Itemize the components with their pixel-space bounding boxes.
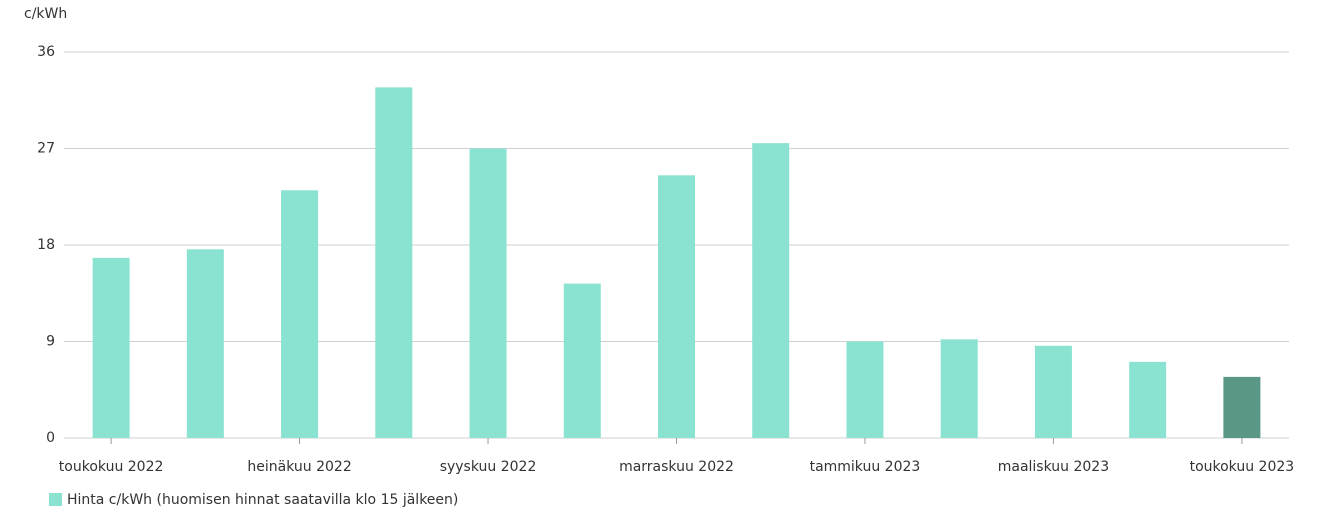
bar <box>1223 376 1261 438</box>
bar <box>1129 361 1167 438</box>
bar <box>846 341 884 438</box>
bar <box>658 175 695 439</box>
x-tick-label: tammikuu 2023 <box>810 459 921 475</box>
y-tick-label: 18 <box>37 237 55 253</box>
x-tick-label: heinäkuu 2022 <box>247 459 351 475</box>
y-tick-label: 27 <box>37 141 55 157</box>
y-tick-label: 36 <box>37 44 55 60</box>
x-tick-label: toukokuu 2022 <box>59 459 164 475</box>
x-tick-label: toukokuu 2023 <box>1190 459 1295 475</box>
y-tick-label: 9 <box>46 334 55 350</box>
bar <box>563 283 601 438</box>
bar <box>940 339 978 438</box>
bar <box>281 190 319 438</box>
bar <box>752 143 790 438</box>
bar <box>1034 345 1072 438</box>
x-tick-label: maaliskuu 2023 <box>998 459 1109 475</box>
bar <box>186 249 224 438</box>
y-tick-label: 0 <box>46 430 55 446</box>
legend-label: Hinta c/kWh (huomisen hinnat saatavilla … <box>67 492 458 508</box>
bar <box>469 148 507 438</box>
bar <box>92 257 130 438</box>
bar <box>375 87 413 438</box>
x-tick-label: marraskuu 2022 <box>619 459 734 475</box>
legend-swatch <box>49 493 62 506</box>
y-axis-label: c/kWh <box>24 6 67 22</box>
x-tick-label: syyskuu 2022 <box>440 459 537 475</box>
